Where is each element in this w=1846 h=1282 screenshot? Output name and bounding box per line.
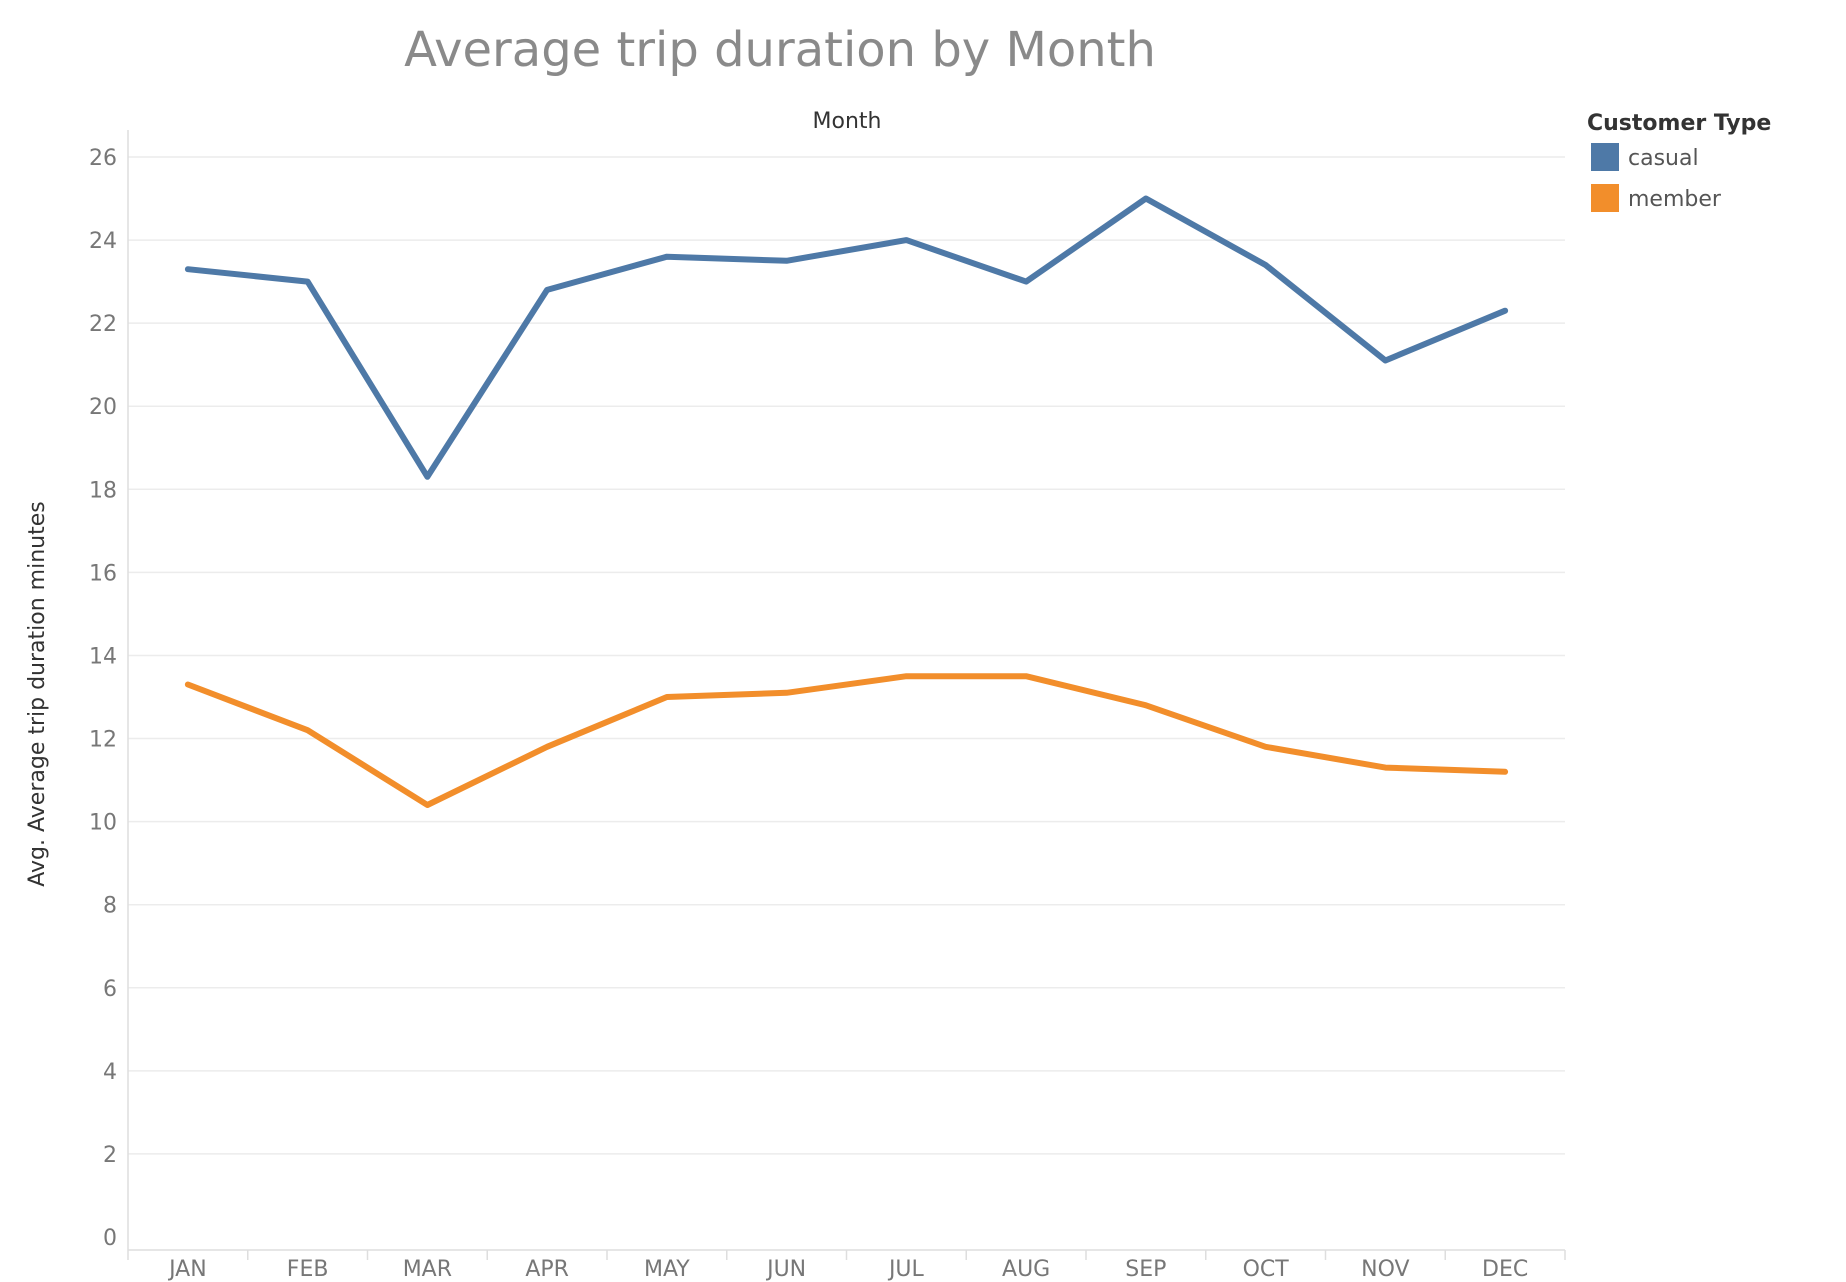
y-tick-label: 24 (89, 229, 117, 254)
x-tick-label: AUG (1002, 1257, 1050, 1282)
y-axis-label: Avg. Average trip duration minutes (25, 501, 50, 886)
y-tick-label: 4 (103, 1060, 117, 1085)
legend-title: Customer Type (1587, 111, 1771, 136)
legend-label-casual: casual (1628, 146, 1699, 171)
y-tick-label: 0 (103, 1226, 117, 1251)
x-tick-label: NOV (1361, 1257, 1409, 1282)
gridlines (128, 156, 1565, 1155)
x-tick-label: APR (525, 1257, 569, 1282)
y-tick-label: 8 (103, 894, 117, 919)
y-tick-label: 18 (89, 478, 117, 503)
legend-swatch-casual (1591, 143, 1619, 171)
y-tick-label: 2 (103, 1143, 117, 1168)
x-tick-label: JUL (887, 1257, 925, 1282)
y-tick-label: 10 (89, 811, 117, 836)
x-tick-label: DEC (1482, 1257, 1528, 1282)
legend-swatch-member (1591, 184, 1619, 212)
x-tick-label: FEB (287, 1257, 329, 1282)
y-tick-label: 14 (89, 644, 117, 669)
x-tick-label: JUN (765, 1257, 806, 1282)
y-tick-label: 22 (89, 312, 117, 337)
column-header: Month (813, 109, 882, 134)
y-tick-label: 6 (103, 977, 117, 1002)
series (184, 195, 1509, 808)
x-ticks: JAN FEB MAR APR MAY JUN JUL AUG SEP OCT NOV DEC (167, 1257, 1528, 1282)
x-tick-label: OCT (1243, 1257, 1290, 1282)
chart-title: Average trip duration by Month (404, 22, 1156, 78)
series-line-casual[interactable] (184, 195, 1509, 480)
series-line-member[interactable] (184, 673, 1509, 808)
legend-label-member: member (1628, 187, 1722, 212)
y-tick-label: 20 (89, 395, 117, 420)
y-tick-label: 12 (89, 728, 117, 753)
x-tick-label: MAR (403, 1257, 452, 1282)
legend-items: casual member (1591, 143, 1722, 212)
x-tick-label: MAY (644, 1257, 690, 1282)
y-tick-label: 16 (89, 561, 117, 586)
x-tick-label: JAN (167, 1257, 207, 1282)
axes (127, 130, 1566, 1260)
x-tick-label: SEP (1125, 1257, 1166, 1282)
y-tick-label: 26 (89, 146, 117, 171)
legend[interactable]: Customer Type casual member (1587, 111, 1771, 212)
